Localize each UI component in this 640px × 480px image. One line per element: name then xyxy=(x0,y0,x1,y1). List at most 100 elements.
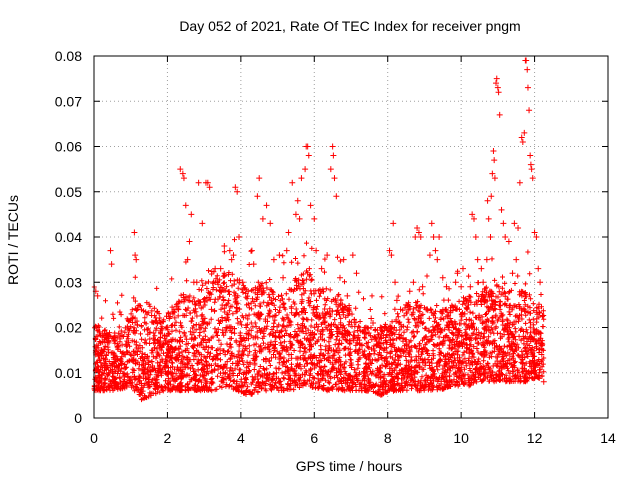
data-point xyxy=(480,279,487,286)
data-point xyxy=(488,193,495,200)
data-point xyxy=(518,134,525,141)
data-point xyxy=(349,252,356,259)
data-point xyxy=(406,288,413,295)
data-cloud-marks xyxy=(91,237,547,403)
data-point xyxy=(302,166,309,173)
data-point xyxy=(426,252,433,259)
data-point xyxy=(122,351,129,358)
data-point xyxy=(234,188,241,195)
data-point xyxy=(428,220,435,227)
data-point xyxy=(327,166,334,173)
data-point xyxy=(304,143,311,150)
data-point xyxy=(447,315,454,322)
data-point xyxy=(509,270,516,277)
data-point xyxy=(423,306,430,313)
data-point xyxy=(443,283,450,290)
data-point xyxy=(217,265,224,272)
data-point xyxy=(485,215,492,222)
data-point xyxy=(311,215,318,222)
data-point xyxy=(491,175,498,182)
data-point xyxy=(496,111,503,118)
data-marks xyxy=(92,57,547,399)
data-point xyxy=(331,175,338,182)
data-point xyxy=(459,265,466,272)
data-point xyxy=(359,342,366,349)
data-point xyxy=(521,129,528,136)
data-point xyxy=(340,256,347,263)
data-point xyxy=(445,324,452,331)
data-point xyxy=(412,234,419,240)
data-point xyxy=(162,356,169,363)
data-point xyxy=(283,247,290,254)
data-point xyxy=(502,234,509,240)
data-point xyxy=(280,274,287,281)
x-tick-label: 8 xyxy=(384,430,392,446)
data-point xyxy=(204,179,211,186)
data-point xyxy=(186,238,193,245)
data-point xyxy=(482,297,489,304)
data-point xyxy=(168,369,175,376)
y-tick-label: 0.03 xyxy=(55,274,82,290)
x-axis-label: GPS time / hours xyxy=(296,458,403,474)
x-tick-label: 0 xyxy=(90,430,98,446)
data-point xyxy=(531,229,538,236)
data-point xyxy=(524,66,531,73)
data-point xyxy=(142,360,149,367)
data-point xyxy=(180,175,187,182)
y-tick-label: 0.01 xyxy=(55,365,82,381)
data-point xyxy=(528,166,535,173)
data-point xyxy=(188,211,195,218)
data-point xyxy=(434,256,441,263)
data-point xyxy=(527,152,534,159)
tick-labels: 0 2 4 6 8 10 12 14 0 0.01 0.02 0.03 0.04 0.05 0.06 0.07… xyxy=(55,48,616,446)
data-point xyxy=(505,238,512,245)
data-point xyxy=(208,306,215,313)
data-point xyxy=(223,324,230,331)
data-point xyxy=(96,329,103,336)
data-point xyxy=(98,347,105,354)
data-point xyxy=(414,224,421,231)
y-tick-label: 0.08 xyxy=(55,48,82,64)
data-point xyxy=(467,283,474,290)
data-point xyxy=(324,252,331,259)
data-point xyxy=(329,143,336,150)
y-tick-label: 0.02 xyxy=(55,320,82,336)
data-point xyxy=(292,211,299,218)
data-point xyxy=(228,256,235,263)
data-point xyxy=(494,84,501,91)
data-point xyxy=(388,252,395,259)
data-point xyxy=(535,265,542,272)
data-point xyxy=(116,374,123,381)
data-point xyxy=(386,247,393,254)
x-tick-label: 6 xyxy=(310,430,318,446)
data-point xyxy=(498,206,505,213)
data-point xyxy=(527,161,534,168)
data-point xyxy=(478,265,485,272)
data-point xyxy=(526,107,533,114)
data-point xyxy=(390,220,397,227)
data-point xyxy=(236,234,243,240)
data-point xyxy=(111,356,118,363)
data-point xyxy=(276,252,283,259)
data-point xyxy=(212,265,219,272)
data-point xyxy=(250,261,257,268)
data-point xyxy=(370,319,377,326)
x-tick-label: 14 xyxy=(600,430,616,446)
data-point xyxy=(458,283,465,290)
data-point xyxy=(454,270,461,277)
y-axis-label: ROTI / TECUs xyxy=(5,195,21,285)
data-point xyxy=(472,234,479,240)
data-point xyxy=(179,170,186,177)
data-cloud xyxy=(91,237,547,403)
data-point xyxy=(529,175,536,182)
plot-frame xyxy=(93,55,609,419)
data-point xyxy=(489,170,496,177)
data-point xyxy=(270,256,277,263)
data-point xyxy=(377,324,384,331)
data-point xyxy=(195,179,202,186)
data-point xyxy=(495,89,502,96)
data-point xyxy=(171,347,178,354)
data-point xyxy=(513,256,520,263)
data-point xyxy=(318,265,325,272)
data-point xyxy=(353,270,360,277)
